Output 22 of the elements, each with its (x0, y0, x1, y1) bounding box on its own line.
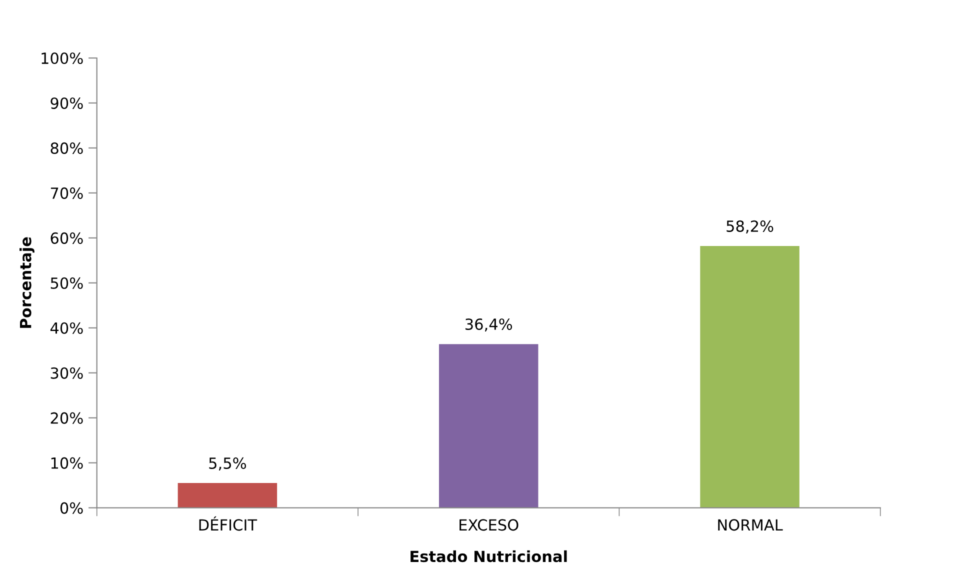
x-tick-label: NORMAL (718, 519, 783, 531)
bar (438, 344, 538, 508)
y-tick-label: 50% (50, 277, 83, 289)
y-tick-label: 80% (50, 142, 83, 154)
y-axis-title: Porcentaje (20, 237, 34, 328)
y-tick-label: 0% (60, 502, 83, 514)
y-tick-label: 30% (50, 367, 83, 379)
x-axis-title: Estado Nutricional (410, 550, 567, 562)
bar (178, 483, 278, 508)
y-tick-label: 40% (50, 322, 83, 334)
data-label: 58,2% (726, 220, 774, 234)
data-label: 36,4% (466, 318, 512, 332)
x-tick-label: DÉFICIT (199, 516, 258, 531)
y-tick-label: 60% (50, 232, 83, 244)
y-tick-label: 20% (50, 412, 83, 424)
y-tick-label: 70% (50, 187, 83, 199)
y-tick-label: 100% (42, 52, 83, 64)
y-tick-label: 10% (51, 457, 83, 469)
x-tick-label: EXCESO (460, 519, 518, 531)
bar (700, 246, 800, 508)
data-label: 5,5% (209, 457, 246, 471)
y-tick-label: 90% (50, 97, 83, 110)
